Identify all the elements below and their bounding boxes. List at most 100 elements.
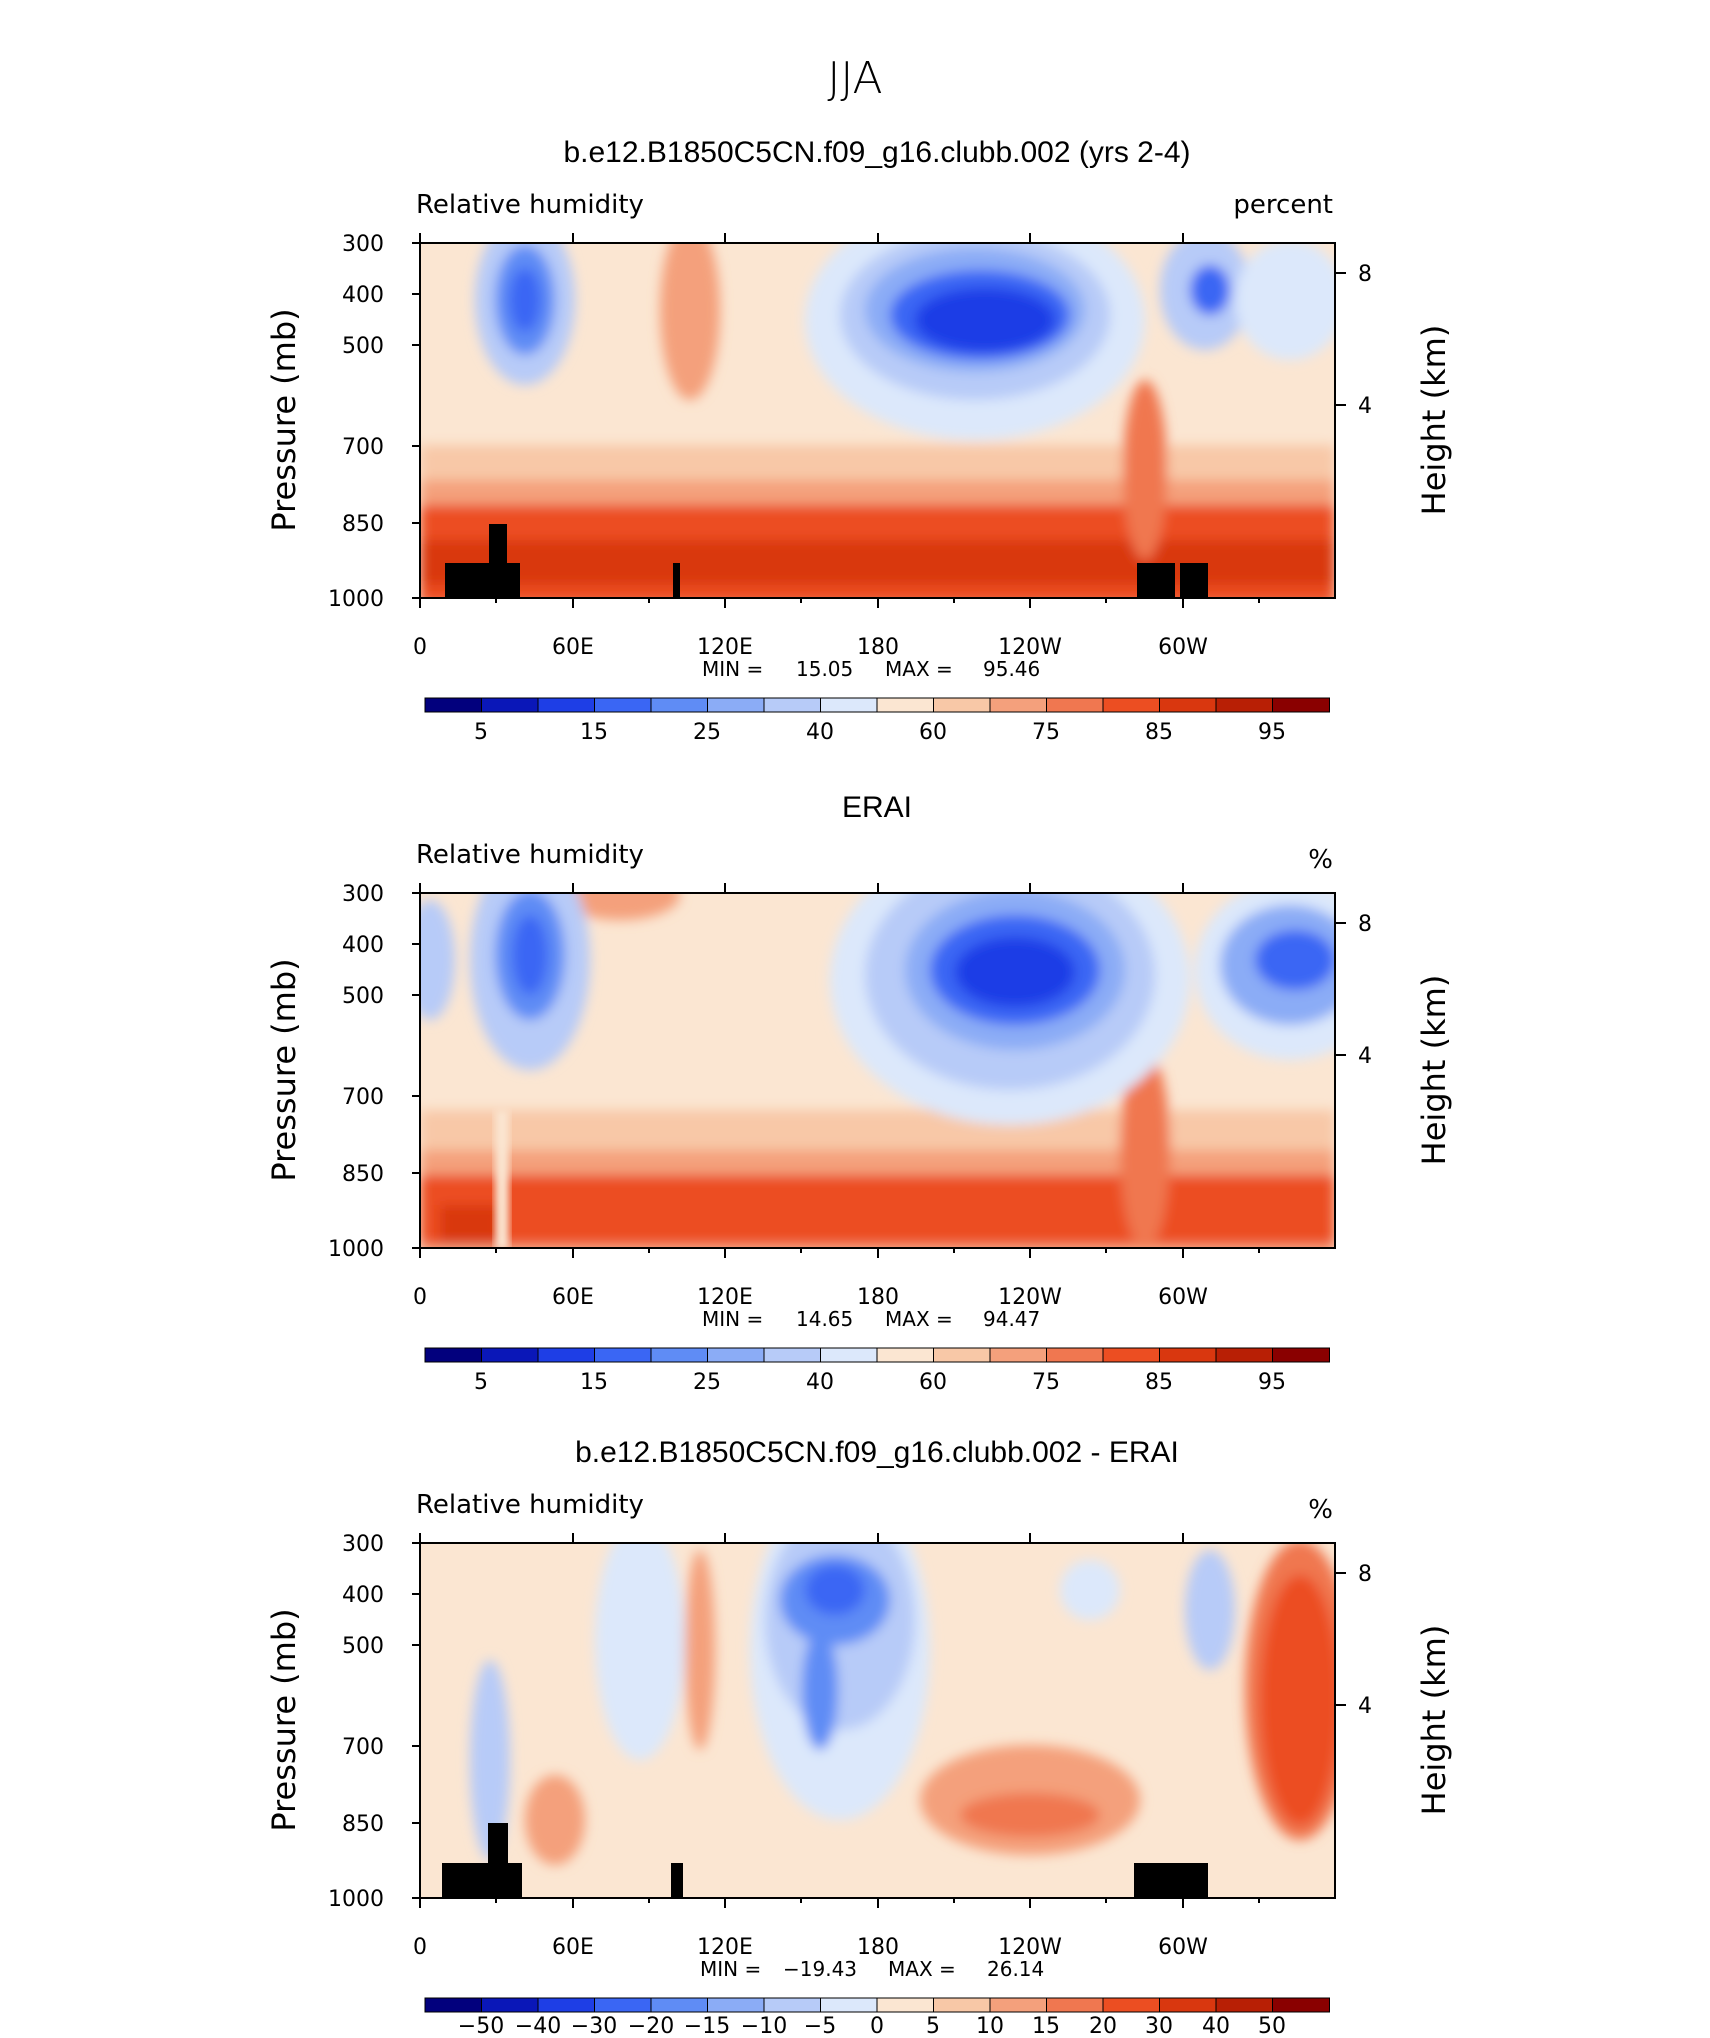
colorbar-swatch (1046, 697, 1104, 713)
colorbar-label: 50 (1258, 2014, 1286, 2038)
colorbar-label: 75 (1032, 720, 1060, 745)
colorbar-labels: 5 15 25 40 60 75 85 95 (474, 720, 1286, 745)
panel-model: b.e12.B1850C5CN.f09_g16.clubb.002 (yrs 2… (265, 136, 1453, 745)
colorbar-swatch (820, 1347, 878, 1363)
colorbar-label: 40 (806, 720, 834, 745)
field-dry-core (915, 288, 1055, 352)
colorbar-label: 95 (1258, 1370, 1286, 1395)
field-dry-core (1255, 930, 1335, 990)
min-label: MIN = (702, 1307, 763, 1331)
x-tick-label: 0 (413, 1285, 427, 1310)
field-dry-anomaly (1185, 1550, 1235, 1670)
contour-field (420, 1543, 1335, 1898)
colorbar-label: −10 (741, 2014, 787, 2038)
field-dry-anomaly (595, 1543, 685, 1760)
y2-tick-label: 4 (1358, 394, 1372, 419)
colorbar-swatch (1102, 1347, 1161, 1363)
colorbar-swatch (1159, 1347, 1217, 1363)
y-axis-ticks (412, 242, 420, 599)
x-tick-label: 60E (552, 1935, 594, 1960)
x-tick-label: 120E (697, 1935, 753, 1960)
contour-field (420, 893, 1335, 1248)
colorbar-labels: −50 −40 −30 −20 −15 −10 −5 0 5 10 15 20 … (458, 2014, 1286, 2038)
field-dry-core (955, 937, 1075, 1007)
stats-line: MIN = −19.43 MAX = 26.14 (700, 1957, 1044, 1981)
colorbar-label: 25 (693, 1370, 721, 1395)
y2-axis-ticks (1335, 922, 1346, 1056)
y-tick-label: 700 (342, 1085, 384, 1110)
colorbar-label: 5 (474, 720, 488, 745)
y2-axis-label: Height (km) (1415, 325, 1453, 516)
x-tick-label: 60W (1158, 1935, 1208, 1960)
colorbar-swatch (1102, 1997, 1161, 2013)
field-dry-anomaly (805, 1565, 865, 1615)
colorbar-label: 10 (976, 2014, 1004, 2038)
colorbar-swatch (1215, 1997, 1274, 2013)
colorbar-label: 30 (1145, 2014, 1173, 2038)
colorbar-label: −30 (571, 2014, 617, 2038)
y-tick-label: 850 (342, 1162, 384, 1187)
colorbar-swatch (820, 697, 878, 713)
y-axis-ticks (412, 1542, 420, 1899)
x-tick-labels: 0 60E 120E 180 120W 60W (413, 635, 1208, 660)
x-axis-ticks (419, 1533, 1260, 1908)
field-lower-band (420, 1175, 1335, 1245)
colorbar-swatch (876, 1997, 935, 2013)
stats-line: MIN = 15.05 MAX = 95.46 (702, 657, 1040, 681)
left-label: Relative humidity (416, 1490, 644, 1520)
colorbar-swatch (1272, 697, 1330, 713)
y2-axis-label: Height (km) (1415, 975, 1453, 1166)
y2-axis-ticks (1335, 272, 1346, 406)
colorbar-swatch (989, 1347, 1048, 1363)
colorbar-swatch (424, 1347, 483, 1363)
x-tick-label: 120E (697, 1285, 753, 1310)
colorbar-swatch (481, 697, 539, 713)
terrain (489, 524, 507, 563)
y-tick-label: 300 (342, 1532, 384, 1557)
field-moist-plume (1123, 380, 1167, 560)
y-tick-label: 850 (342, 512, 384, 537)
field-lower-band (440, 1205, 500, 1245)
y-tick-labels: 300 400 500 700 850 1000 (328, 1532, 384, 1912)
units-label: % (1308, 845, 1333, 875)
colorbar-swatch (876, 697, 935, 713)
colorbar-swatch (537, 1997, 596, 2013)
panel-title: b.e12.B1850C5CN.f09_g16.clubb.002 - ERAI (575, 1436, 1179, 1469)
field-dry-anomaly (1060, 1560, 1120, 1620)
field-dry-core (420, 900, 455, 1020)
field-moist-anomaly (1260, 1575, 1335, 1825)
y-tick-label: 500 (342, 334, 384, 359)
field-dry-anomaly (802, 1630, 838, 1750)
x-tick-label: 180 (857, 1935, 899, 1960)
colorbar-swatch (1046, 1997, 1104, 2013)
terrain (671, 1863, 683, 1898)
x-axis-ticks (419, 883, 1260, 1258)
stats-line: MIN = 14.65 MAX = 94.47 (702, 1307, 1040, 1331)
field-moist-plume (560, 893, 680, 920)
field-dry-core (512, 915, 548, 995)
x-tick-label: 60E (552, 635, 594, 660)
y2-tick-label: 4 (1358, 1694, 1372, 1719)
y-axis-label: Pressure (mb) (265, 1608, 303, 1831)
x-tick-labels: 0 60E 120E 180 120W 60W (413, 1935, 1208, 1960)
page-title: JJA (827, 53, 882, 104)
max-value: 26.14 (987, 1957, 1044, 1981)
colorbar-swatch (989, 697, 1048, 713)
y-tick-label: 1000 (328, 1887, 384, 1912)
colorbar-label: −50 (458, 2014, 504, 2038)
colorbar: 5 15 25 40 60 75 85 95 (424, 697, 1330, 745)
colorbar-swatch (933, 697, 991, 713)
x-tick-label: 120W (998, 1285, 1062, 1310)
panel-diff: b.e12.B1850C5CN.f09_g16.clubb.002 - ERAI… (265, 1436, 1453, 2038)
colorbar-label: 60 (919, 720, 947, 745)
y-tick-label: 700 (342, 1735, 384, 1760)
y2-tick-label: 8 (1358, 912, 1372, 937)
colorbar-swatch (481, 1997, 539, 2013)
left-label: Relative humidity (416, 840, 644, 870)
colorbar-label: −5 (804, 2014, 836, 2038)
colorbar-label: 85 (1145, 1370, 1173, 1395)
y-tick-label: 500 (342, 1634, 384, 1659)
max-value: 95.46 (983, 657, 1040, 681)
colorbar-swatch (933, 1997, 991, 2013)
colorbar-label: 15 (580, 1370, 608, 1395)
